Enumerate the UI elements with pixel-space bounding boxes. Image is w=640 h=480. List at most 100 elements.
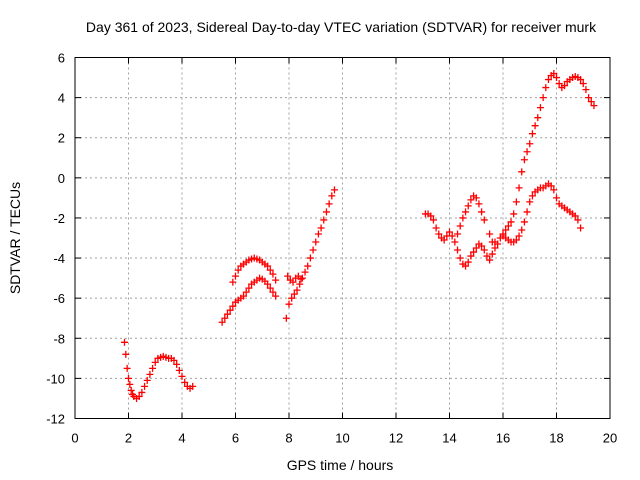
data-point bbox=[507, 218, 515, 226]
data-point bbox=[590, 102, 598, 110]
data-point bbox=[272, 276, 280, 284]
data-point bbox=[502, 226, 510, 234]
x-tick-label: 20 bbox=[603, 431, 617, 446]
data-point bbox=[550, 186, 558, 194]
data-point bbox=[440, 236, 448, 244]
data-point bbox=[464, 202, 472, 210]
data-point bbox=[266, 284, 274, 292]
data-point bbox=[462, 262, 470, 270]
data-point bbox=[512, 236, 520, 244]
y-tick-label: -12 bbox=[46, 412, 65, 427]
data-point bbox=[523, 208, 531, 216]
data-point bbox=[127, 386, 135, 394]
data-point bbox=[515, 232, 523, 240]
data-point bbox=[282, 314, 290, 322]
data-point bbox=[494, 240, 502, 248]
data-point bbox=[486, 230, 494, 238]
axis-ticks: 0 2 4 6 8 10 12 14 16 18 20 -12 -10 -8 -6 -4 -2 0 2 4 6 bbox=[46, 51, 617, 446]
data-point bbox=[451, 238, 459, 246]
data-point bbox=[240, 292, 248, 300]
data-point bbox=[314, 230, 322, 238]
data-point bbox=[138, 388, 146, 396]
x-tick-label: 6 bbox=[232, 431, 239, 446]
data-point bbox=[141, 382, 149, 390]
data-point bbox=[467, 196, 475, 204]
data-point bbox=[178, 372, 186, 380]
data-point bbox=[126, 380, 134, 388]
x-tick-label: 16 bbox=[496, 431, 510, 446]
data-point bbox=[464, 258, 472, 266]
data-point bbox=[520, 218, 528, 226]
data-point bbox=[151, 358, 159, 366]
data-point bbox=[293, 286, 301, 294]
data-point bbox=[123, 364, 131, 372]
y-tick-label: -8 bbox=[53, 331, 65, 346]
data-point bbox=[290, 290, 298, 298]
series-track-3 bbox=[229, 254, 280, 286]
data-point bbox=[173, 360, 181, 368]
data-point bbox=[181, 378, 189, 386]
data-point bbox=[528, 192, 536, 200]
data-point bbox=[555, 80, 563, 88]
plot-frame bbox=[74, 57, 611, 419]
data-point bbox=[523, 148, 531, 156]
data-point bbox=[478, 242, 486, 250]
data-point bbox=[120, 338, 128, 346]
data-point bbox=[229, 278, 237, 286]
y-tick-label: -6 bbox=[53, 291, 65, 306]
data-point bbox=[470, 248, 478, 256]
x-tick-label: 8 bbox=[285, 431, 292, 446]
data-point bbox=[125, 374, 132, 382]
data-point bbox=[488, 250, 496, 258]
y-tick-label: -2 bbox=[53, 211, 65, 226]
data-point bbox=[269, 288, 277, 296]
data-point bbox=[582, 86, 590, 94]
data-point bbox=[288, 294, 296, 302]
data-point bbox=[146, 370, 154, 378]
x-tick-label: 10 bbox=[335, 431, 349, 446]
data-point bbox=[242, 288, 250, 296]
series-track-5 bbox=[284, 272, 305, 286]
series-track-8 bbox=[486, 70, 598, 252]
data-point bbox=[135, 392, 143, 400]
series-track-9 bbox=[499, 180, 585, 246]
series-track-1 bbox=[120, 338, 197, 402]
data-point bbox=[528, 130, 536, 138]
data-point bbox=[298, 274, 306, 282]
data-point bbox=[539, 94, 547, 102]
series-track-4 bbox=[282, 186, 338, 322]
data-point bbox=[272, 292, 280, 300]
data-point bbox=[472, 244, 480, 252]
data-point bbox=[547, 182, 555, 190]
data-point bbox=[550, 70, 558, 78]
data-point bbox=[480, 246, 488, 254]
data-point bbox=[304, 262, 312, 270]
data-point bbox=[285, 300, 293, 308]
data-point bbox=[245, 284, 253, 292]
data-point bbox=[526, 140, 534, 148]
data-point bbox=[289, 278, 297, 286]
data-point bbox=[553, 194, 560, 202]
data-point bbox=[446, 228, 453, 236]
data-point bbox=[325, 200, 333, 208]
data-point bbox=[175, 366, 183, 374]
data-point bbox=[330, 186, 338, 194]
data-point bbox=[531, 122, 539, 130]
data-point bbox=[264, 280, 272, 288]
data-point bbox=[561, 82, 569, 90]
data-point bbox=[309, 246, 317, 254]
data-point bbox=[221, 314, 229, 322]
x-tick-label: 0 bbox=[71, 431, 78, 446]
data-point bbox=[483, 252, 491, 260]
data-point bbox=[432, 224, 440, 232]
data-point bbox=[480, 216, 488, 224]
data-point bbox=[232, 272, 239, 280]
data-points bbox=[120, 70, 598, 402]
data-point bbox=[488, 238, 496, 246]
data-point bbox=[491, 244, 499, 252]
x-axis-label: GPS time / hours bbox=[287, 457, 394, 473]
data-point bbox=[512, 198, 520, 206]
data-point bbox=[462, 208, 470, 216]
data-point bbox=[218, 318, 226, 326]
